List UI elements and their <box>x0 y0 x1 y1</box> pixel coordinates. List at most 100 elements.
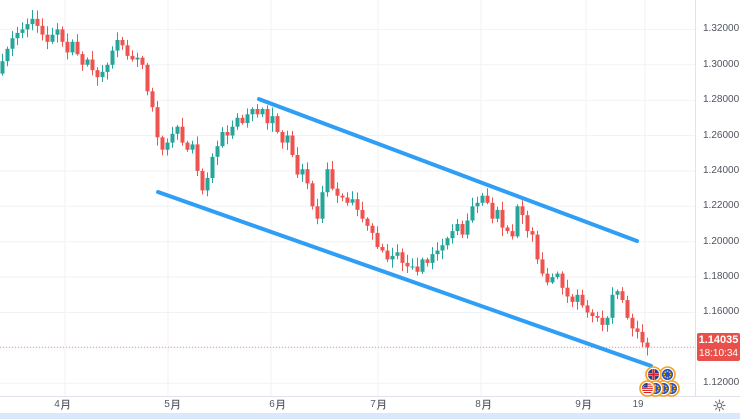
candle-down <box>485 195 490 203</box>
candle-up <box>450 231 455 239</box>
last-price-label: 1.14035 18:10:34 <box>697 333 740 361</box>
candle-up <box>115 40 120 51</box>
candle-up <box>245 114 250 124</box>
time-axis-label: 9 <box>565 399 601 410</box>
candle-down <box>155 107 160 138</box>
candle-up <box>85 59 90 65</box>
candle-down <box>375 232 380 248</box>
candle-up <box>420 259 425 272</box>
candle-up <box>190 144 195 150</box>
trendlines[interactable] <box>156 97 653 368</box>
candles-series[interactable] <box>0 10 650 356</box>
time-axis[interactable]: 4 5 6 7 8 9 19 <box>0 396 740 413</box>
candle-down <box>65 41 70 53</box>
candle-down <box>600 317 605 325</box>
candle-down <box>90 59 95 71</box>
candle-up <box>50 34 55 42</box>
candle-down <box>265 109 270 124</box>
candle-up <box>25 24 30 30</box>
candle-down <box>280 132 285 143</box>
candle-down <box>310 183 315 207</box>
price-axis-label: 1.16000 <box>703 306 740 317</box>
candle-down <box>400 252 405 263</box>
candle-down <box>365 218 370 226</box>
candle-up <box>135 57 140 60</box>
candle-up <box>170 133 175 143</box>
candle-down <box>505 227 510 231</box>
candle-down <box>370 225 375 233</box>
candle-down <box>585 305 590 313</box>
candle-down <box>195 144 200 171</box>
time-axis-label: 5 <box>154 399 190 410</box>
candle-up <box>610 294 615 318</box>
time-axis-label: 4 <box>44 399 80 410</box>
candle-up <box>5 48 10 62</box>
time-axis-label: 7 <box>360 399 396 410</box>
candle-down <box>200 170 205 191</box>
candle-down <box>120 40 125 46</box>
candle-up <box>70 41 75 53</box>
candle-down <box>525 215 530 232</box>
candle-down <box>630 317 635 329</box>
price-axis-label: 1.30000 <box>703 59 740 70</box>
candle-up <box>325 169 330 193</box>
candle-down <box>130 55 135 60</box>
candle-up <box>270 116 275 124</box>
countdown-timer: 18:10:34 <box>699 348 738 359</box>
candle-down <box>405 262 410 267</box>
price-axis-label: 1.26000 <box>703 130 740 141</box>
price-axis-label: 1.32000 <box>703 23 740 34</box>
bottom-border-strip <box>0 413 740 419</box>
candle-up <box>495 209 500 219</box>
candle-up <box>15 32 20 39</box>
candle-up <box>515 206 520 237</box>
price-axis-label: 1.28000 <box>703 94 740 105</box>
candle-down <box>425 259 430 263</box>
candle-down <box>565 287 570 297</box>
candle-up <box>465 220 470 235</box>
candle-down <box>80 54 85 65</box>
candle-up <box>285 135 290 143</box>
trendline <box>257 97 639 243</box>
price-axis-label: 1.22000 <box>703 200 740 211</box>
candle-up <box>250 109 255 115</box>
candle-up <box>100 71 105 78</box>
candlestick-pane[interactable] <box>0 0 695 396</box>
price-axis-label: 1.20000 <box>703 236 740 247</box>
candle-down <box>625 300 630 318</box>
candle-up <box>20 29 25 33</box>
candle-up <box>235 117 240 127</box>
candle-down <box>60 29 65 42</box>
candle-down <box>645 342 650 348</box>
price-axis-label: 1.12000 <box>703 377 740 388</box>
candle-down <box>240 117 245 124</box>
candle-up <box>410 266 415 268</box>
candle-down <box>185 142 190 150</box>
candle-up <box>30 18 35 25</box>
price-axis-label: 1.24000 <box>703 165 740 176</box>
candle-up <box>210 156 215 178</box>
candle-up <box>175 126 180 134</box>
event-flag-us-icon[interactable] <box>638 379 656 402</box>
candle-up <box>555 273 560 278</box>
candle-up <box>475 202 480 207</box>
candle-down <box>275 116 280 132</box>
candle-up <box>440 245 445 251</box>
candle-up <box>205 178 210 191</box>
candle-down <box>225 132 230 136</box>
candle-up <box>220 132 225 147</box>
candle-down <box>330 169 335 189</box>
candle-up <box>605 317 610 325</box>
candle-down <box>35 18 40 26</box>
candle-down <box>635 328 640 332</box>
settings-gear-icon[interactable] <box>713 399 726 417</box>
candle-down <box>540 259 545 274</box>
candle-down <box>560 273 565 288</box>
candle-down <box>345 197 350 203</box>
candle-up <box>575 294 580 302</box>
candle-down <box>460 224 465 235</box>
candle-down <box>290 135 295 155</box>
candle-up <box>110 50 115 65</box>
